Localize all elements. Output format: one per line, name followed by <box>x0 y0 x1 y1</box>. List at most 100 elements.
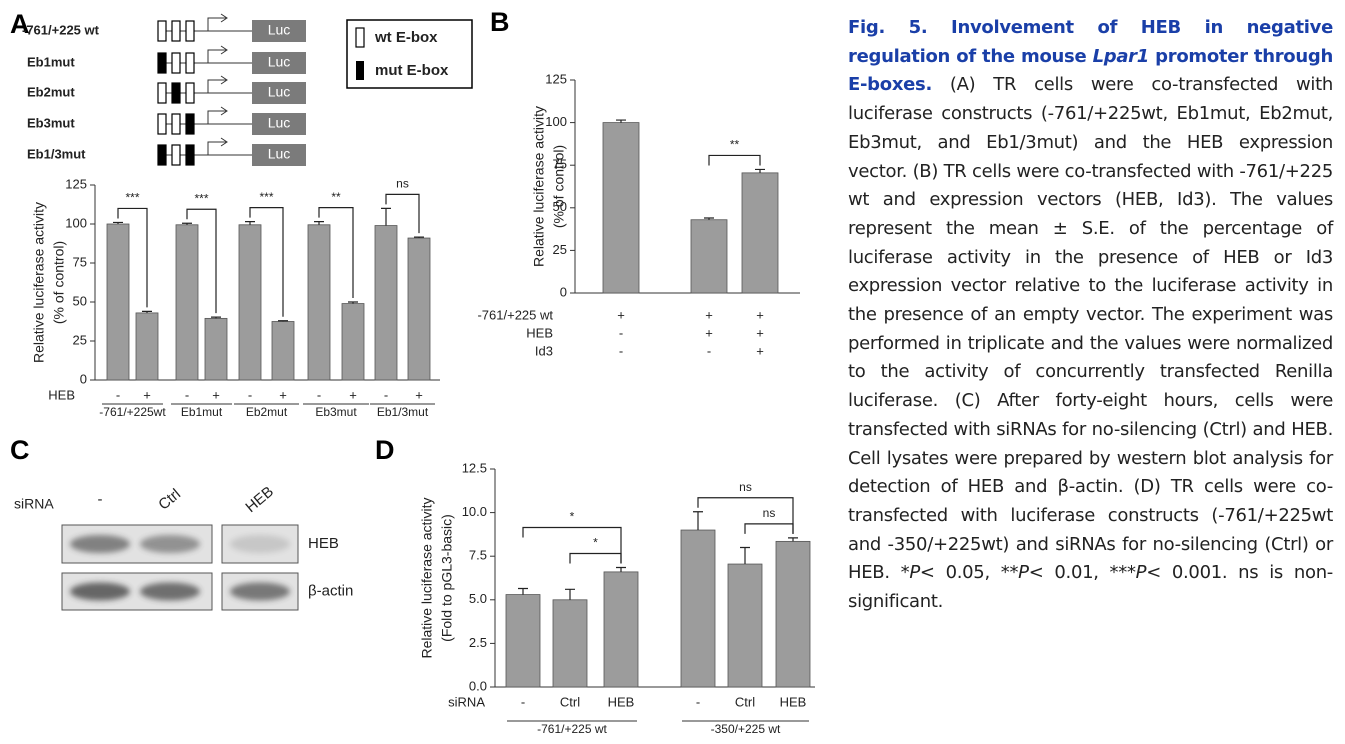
blot-band <box>70 535 130 553</box>
significance-label: *** <box>259 190 273 204</box>
construct-label: Eb1mut <box>27 54 75 69</box>
construct-label: -761/+225 wt <box>22 22 100 37</box>
significance-label: ns <box>739 480 752 494</box>
tss-arrow <box>207 45 228 63</box>
luc-box <box>252 113 306 135</box>
e-box <box>185 20 195 42</box>
e-box <box>171 113 181 135</box>
x-tick-label: + <box>143 387 151 402</box>
caption-text: < 0.01, *** <box>1028 562 1136 584</box>
construct-label: Eb2mut <box>27 84 75 99</box>
construct-label: Eb3mut <box>27 115 75 130</box>
bar <box>175 224 199 381</box>
legend-label: wt E-box <box>374 29 438 46</box>
error-bar <box>616 119 626 123</box>
caption-text: Lpar1 <box>1092 45 1150 67</box>
bar <box>603 571 639 688</box>
luc-label: Luc <box>268 115 291 131</box>
y-tick-label: 7.5 <box>469 548 487 563</box>
blot-band <box>70 582 130 601</box>
x-tick-label: + <box>212 387 220 402</box>
group-label: Eb2mut <box>246 405 288 419</box>
condition-sign: - <box>619 343 623 358</box>
bar <box>552 599 588 688</box>
significance-bracket <box>522 526 622 564</box>
error-bar <box>755 168 765 173</box>
caption-text: P <box>1018 562 1029 584</box>
significance-label: ns <box>763 506 776 520</box>
y-tick-label: 25 <box>73 332 87 347</box>
row-label: siRNA <box>14 496 54 512</box>
significance-bracket <box>249 207 284 317</box>
caption-text: (A) TR cells were co-transfected with lu… <box>848 74 1333 584</box>
x-tick-label: + <box>349 387 357 402</box>
bar <box>505 594 541 688</box>
error-bar <box>740 546 750 565</box>
y-axis-label: Relative luciferase activity <box>31 202 47 363</box>
significance-bracket <box>569 552 622 564</box>
panel-letter: D <box>375 435 395 465</box>
tss-arrow <box>207 75 228 93</box>
y-axis-label: (% of control) <box>551 145 567 228</box>
significance-label: * <box>570 510 575 524</box>
x-tick-label: - <box>185 387 189 402</box>
e-box <box>171 82 181 104</box>
legend-label: mut E-box <box>375 62 449 79</box>
lane-label: HEB <box>242 483 277 516</box>
luc-label: Luc <box>268 146 291 162</box>
tss-arrow <box>207 137 228 155</box>
significance-label: * <box>593 536 598 550</box>
condition-sign: - <box>619 325 623 340</box>
y-axis-label: (Fold to pGL3-basic) <box>439 514 455 642</box>
y-tick-label: 0.0 <box>469 678 487 693</box>
x-tick-label: - <box>696 694 700 709</box>
row-label: HEB <box>48 387 75 402</box>
y-tick-label: 25 <box>553 242 567 257</box>
e-box <box>171 20 181 42</box>
bar <box>690 219 728 294</box>
caption-text: < 0.001. ns is non-significant. <box>848 562 1334 613</box>
x-tick-label: - <box>116 387 120 402</box>
x-tick-label: HEB <box>780 694 807 709</box>
bar <box>374 225 398 381</box>
x-tick-label: Ctrl <box>560 694 580 709</box>
condition-sign: - <box>707 343 711 358</box>
e-box <box>157 113 167 135</box>
significance-bracket <box>697 497 794 534</box>
significance-bracket <box>318 207 354 298</box>
significance-bracket <box>385 193 420 234</box>
bar <box>204 317 228 381</box>
lane-label: - <box>98 491 103 508</box>
significance-label: *** <box>194 191 208 205</box>
y-axis-label: (% of control) <box>51 241 67 324</box>
luc-label: Luc <box>268 22 291 38</box>
error-bar <box>414 236 424 239</box>
condition-sign: + <box>756 307 764 322</box>
e-box <box>157 52 167 74</box>
y-tick-label: 50 <box>553 199 567 214</box>
x-tick-label: + <box>415 387 423 402</box>
y-tick-label: 75 <box>553 157 567 172</box>
construct-label: Eb1/3mut <box>27 146 86 161</box>
x-tick-label: - <box>317 387 321 402</box>
panel-letter: A <box>10 9 30 39</box>
y-tick-label: 100 <box>545 114 567 129</box>
error-bar <box>518 587 528 595</box>
x-tick-label: HEB <box>608 694 635 709</box>
condition-sign: + <box>617 307 625 322</box>
bar <box>341 303 365 381</box>
error-bar <box>616 566 626 572</box>
error-bar <box>704 217 714 220</box>
significance-label: *** <box>125 191 139 205</box>
bar <box>271 321 295 381</box>
e-box <box>185 52 195 74</box>
condition-sign: + <box>756 343 764 358</box>
x-tick-label: - <box>384 387 388 402</box>
luc-box <box>252 52 306 74</box>
y-tick-label: 0 <box>560 284 567 299</box>
caption-body: (A) TR cells were co-transfected with lu… <box>848 74 1333 612</box>
error-bar <box>565 588 575 600</box>
group-label: -761/+225 wt <box>537 722 607 736</box>
